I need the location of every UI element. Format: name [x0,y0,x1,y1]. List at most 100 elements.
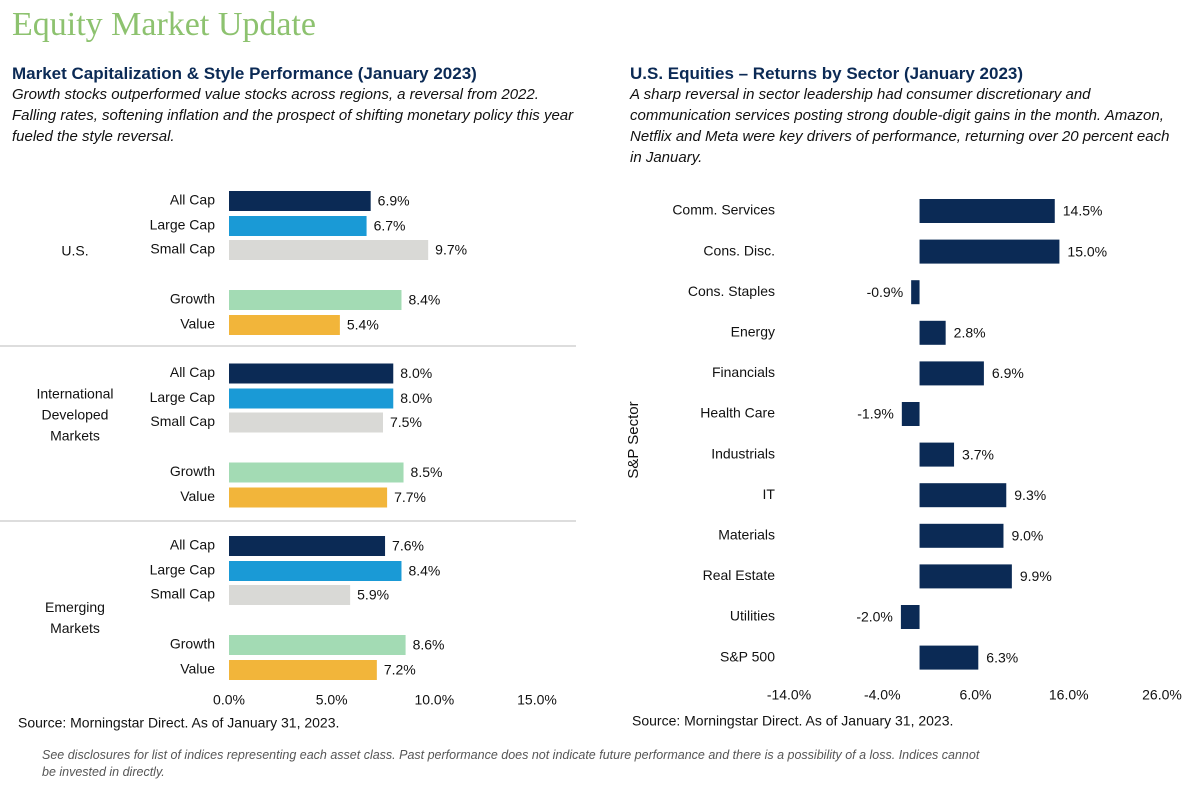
bar [919,199,1055,223]
bar [919,320,946,345]
x-tick-label: 16.0% [1049,687,1089,703]
group-label: Emerging Markets [45,599,105,636]
bar [229,585,351,605]
bar [919,442,955,467]
bar-label: Large Cap [150,562,216,578]
value-label: 3.7% [962,446,994,462]
bar [229,290,402,310]
value-label: 8.5% [411,464,443,480]
value-label: 7.7% [394,489,426,505]
value-label: 14.5% [1063,203,1103,219]
x-tick-label: 5.0% [316,692,348,708]
y-tick-label: Utilities [730,608,775,624]
y-tick-label: Cons. Disc. [703,242,775,258]
y-tick-label: Cons. Staples [688,283,775,299]
y-tick-label: Materials [718,527,775,543]
value-label: 7.5% [390,414,422,430]
bar [229,240,429,260]
bar-label: Growth [170,636,215,652]
value-label: 7.6% [392,538,424,554]
bar-label: Growth [170,463,215,479]
value-label: -0.9% [867,284,904,300]
group-label: International Developed Markets [36,385,113,443]
value-label: 15.0% [1067,243,1107,259]
bar [229,660,377,680]
value-label: 9.9% [1020,568,1052,584]
bar [229,363,394,384]
value-label: 6.9% [378,193,410,209]
bar [919,239,1060,264]
x-tick-label: 15.0% [517,692,557,708]
bar-label: All Cap [170,192,215,208]
value-label: 6.7% [374,218,406,234]
y-tick-label: Real Estate [703,567,776,583]
x-tick-label: 26.0% [1142,687,1182,703]
bar [919,523,1004,548]
value-label: -2.0% [856,609,893,625]
value-label: 9.3% [1014,487,1046,503]
y-tick-label: Energy [731,324,775,340]
bar-label: Small Cap [150,413,215,429]
value-label: 7.2% [384,662,416,678]
value-label: 2.8% [954,325,986,341]
bar [229,462,404,483]
value-label: 8.4% [408,292,440,308]
x-tick-label: 6.0% [960,687,992,703]
bar-label: Large Cap [150,389,216,405]
x-tick-label: -4.0% [864,687,901,703]
value-label: 6.9% [992,365,1024,381]
chart-subtitle: A sharp reversal in sector leadership ha… [630,86,1170,166]
page-title: Equity Market Update [12,6,317,43]
bar [919,361,984,386]
bar [229,315,340,335]
chart-subtitle: Growth stocks outperformed value stocks … [12,86,574,145]
bar-label: Small Cap [150,241,215,257]
value-label: 5.4% [347,317,379,333]
bar-label: Value [180,316,215,332]
bar [919,645,979,670]
y-axis-label: S&P Sector [625,401,642,478]
value-label: 8.0% [400,390,432,406]
y-tick-label: S&P 500 [720,648,775,664]
chart-title: Market Capitalization & Style Performanc… [12,64,477,83]
disclosure: See disclosures for list of indices repr… [42,748,980,779]
x-tick-label: -14.0% [767,687,811,703]
bar [919,483,1007,508]
group-label: U.S. [61,243,88,259]
y-tick-label: Industrials [711,445,775,461]
chart-title: U.S. Equities – Returns by Sector (Janua… [630,64,1024,83]
bar [901,402,920,426]
value-label: 5.9% [357,587,389,603]
value-label: 8.4% [408,563,440,579]
bar [229,536,386,556]
bar-label: Value [180,488,215,504]
value-label: 9.0% [1011,528,1043,544]
y-tick-label: Health Care [700,405,775,421]
source: Source: Morningstar Direct. As of Januar… [632,713,953,729]
bar-label: All Cap [170,537,215,553]
bar-label: All Cap [170,364,215,380]
y-tick-label: IT [763,486,776,502]
bar [229,216,367,236]
bar-label: Growth [170,291,215,307]
bar-label: Small Cap [150,586,215,602]
bar-label: Value [180,661,215,677]
bar [919,564,1012,589]
source: Source: Morningstar Direct. As of Januar… [18,715,339,731]
bar [229,487,388,508]
y-tick-label: Comm. Services [672,202,775,218]
bar [900,605,920,629]
bar [229,561,402,581]
value-label: 8.6% [413,637,445,653]
bar [229,191,371,211]
bar [229,388,394,409]
value-label: 6.3% [986,649,1018,665]
value-label: 8.0% [400,365,432,381]
bar [229,412,383,433]
bar [229,635,406,655]
x-tick-label: 10.0% [414,692,454,708]
value-label: -1.9% [857,406,894,422]
bar-label: Large Cap [150,217,216,233]
